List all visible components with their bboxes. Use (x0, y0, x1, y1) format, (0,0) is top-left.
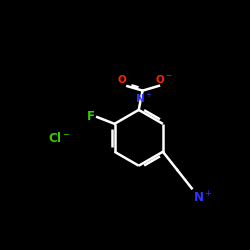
Text: O$^-$: O$^-$ (155, 73, 172, 85)
Text: N$^+$: N$^+$ (193, 190, 212, 205)
Text: Cl$^-$: Cl$^-$ (48, 131, 71, 145)
Text: O: O (117, 75, 126, 85)
Text: F: F (87, 110, 95, 123)
Text: N$^+$: N$^+$ (135, 92, 152, 105)
